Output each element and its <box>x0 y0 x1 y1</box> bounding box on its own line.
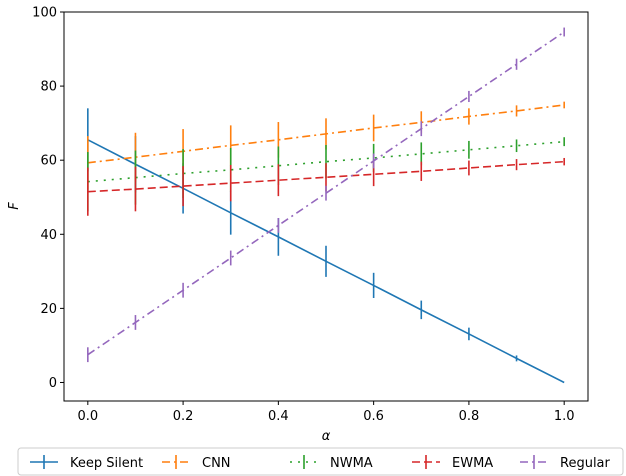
y-tick-label: 40 <box>40 228 57 243</box>
x-tick-label: 0.6 <box>363 409 384 424</box>
x-axis-label: α <box>322 429 331 444</box>
y-tick-label: 100 <box>32 6 57 21</box>
legend-label: Regular <box>560 456 611 471</box>
x-tick-label: 0.0 <box>77 409 98 424</box>
y-tick-label: 60 <box>40 154 57 169</box>
legend-label: Keep Silent <box>70 456 143 471</box>
y-axis-label: F <box>7 202 22 210</box>
x-axis: 0.0 0.2 0.4 0.6 0.8 1.0 <box>77 401 575 424</box>
y-tick-label: 0 <box>49 376 57 391</box>
legend-label: EWMA <box>452 456 493 471</box>
x-tick-label: 0.2 <box>173 409 194 424</box>
legend: Keep Silent CNN NWMA EWMA Regular <box>17 447 624 476</box>
series-line <box>87 160 565 193</box>
y-axis: 0 20 40 60 80 100 <box>32 6 64 391</box>
plot-area-frame <box>63 11 589 402</box>
x-tick-label: 0.4 <box>268 409 289 424</box>
plot-lines <box>87 27 565 384</box>
y-tick-label: 80 <box>40 80 57 95</box>
x-tick-label: 0.8 <box>459 409 480 424</box>
legend-frame <box>17 447 624 476</box>
legend-label: CNN <box>202 456 231 471</box>
y-tick-label: 20 <box>40 302 57 317</box>
legend-label: NWMA <box>330 456 373 471</box>
series-line <box>87 31 565 356</box>
x-tick-label: 1.0 <box>554 409 575 424</box>
